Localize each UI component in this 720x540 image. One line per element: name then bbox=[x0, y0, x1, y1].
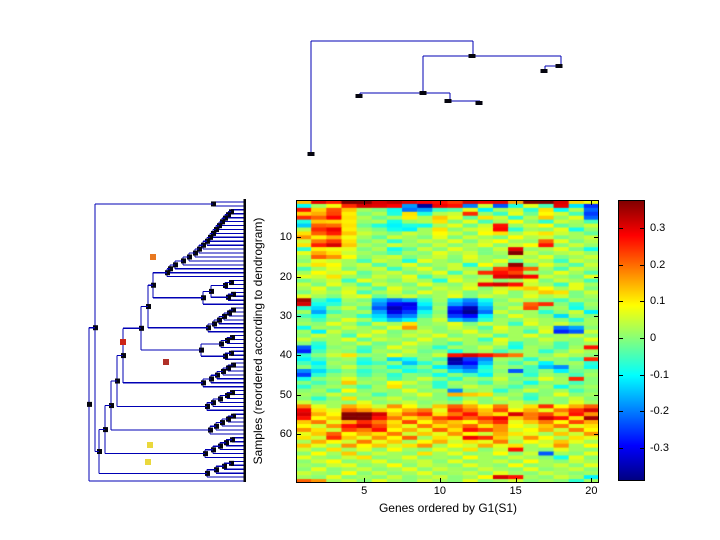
y-tick-label: 50 bbox=[279, 388, 292, 401]
x-tick-label: 10 bbox=[433, 485, 447, 497]
y-tick-label: 30 bbox=[279, 309, 292, 322]
y-tick-label: 10 bbox=[279, 231, 292, 244]
y-tick-label: 20 bbox=[279, 270, 292, 283]
colorbar bbox=[618, 200, 645, 481]
colorbar-tick-label: 0.2 bbox=[650, 258, 666, 271]
y-tick-label: 60 bbox=[279, 427, 292, 440]
row-dendrogram[interactable] bbox=[87, 199, 246, 482]
colorbar-tick-label: 0.3 bbox=[650, 221, 666, 234]
colorbar-tick-label: -0.2 bbox=[650, 405, 669, 418]
colorbar-tick-label: 0.1 bbox=[650, 295, 666, 308]
x-axis-label: Genes ordered by G1(S1) bbox=[378, 501, 518, 515]
colorbar-tick-label: 0 bbox=[650, 331, 657, 344]
x-tick-label: 15 bbox=[509, 485, 522, 497]
colorbar-tick-label: -0.3 bbox=[650, 441, 669, 454]
y-tick-label: 40 bbox=[279, 349, 292, 362]
x-tick-label: 20 bbox=[585, 485, 598, 497]
column-dendrogram[interactable] bbox=[307, 40, 563, 156]
heatmap-canvas[interactable] bbox=[296, 200, 599, 483]
x-tick-label: 5 bbox=[361, 485, 368, 497]
colorbar-tick-label: -0.1 bbox=[650, 368, 669, 381]
